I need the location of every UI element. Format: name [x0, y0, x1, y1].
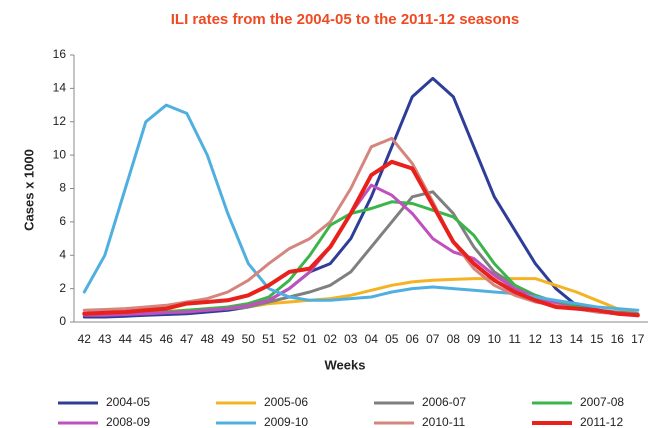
x-tick-label: 51	[262, 332, 276, 346]
x-tick-label: 48	[201, 332, 215, 346]
y-tick-label: 0	[59, 314, 66, 328]
series-line	[82, 103, 640, 312]
y-tick-label: 8	[59, 181, 66, 195]
x-tick-label: 02	[324, 332, 338, 346]
legend-label: 2004-05	[106, 395, 150, 409]
legend-label: 2008-09	[106, 415, 150, 428]
legend-label: 2009-10	[264, 415, 308, 428]
x-tick-label: 49	[221, 332, 235, 346]
x-tick-label: 15	[590, 332, 604, 346]
y-tick-label: 4	[59, 247, 66, 261]
y-tick-label: 10	[53, 147, 67, 161]
legend-label: 2011-12	[580, 415, 623, 428]
legend-label: 2005-06	[264, 395, 308, 409]
x-tick-label: 07	[426, 332, 440, 346]
chart-title: ILI rates from the 2004-05 to the 2011-1…	[171, 11, 520, 28]
x-tick-label: 14	[570, 332, 584, 346]
legend-label: 2007-08	[580, 395, 624, 409]
x-tick-label: 13	[549, 332, 563, 346]
x-tick-label: 50	[242, 332, 256, 346]
x-tick-label: 04	[365, 332, 379, 346]
legend-label: 2010-11	[422, 415, 465, 428]
x-tick-label: 47	[180, 332, 194, 346]
x-tick-label: 44	[119, 332, 133, 346]
x-tick-label: 12	[529, 332, 543, 346]
legend-label: 2006-07	[422, 395, 466, 409]
x-axis-title: Weeks	[325, 357, 366, 372]
y-axis-title: Cases x 1000	[21, 149, 36, 231]
x-tick-label: 46	[160, 332, 174, 346]
x-tick-label: 03	[344, 332, 358, 346]
x-tick-label: 45	[139, 332, 153, 346]
x-tick-label: 52	[283, 332, 297, 346]
y-tick-label: 16	[53, 47, 67, 61]
x-tick-label: 06	[406, 332, 420, 346]
series-line	[82, 76, 640, 319]
y-tick-label: 14	[53, 81, 67, 95]
series-line	[82, 183, 640, 317]
y-tick-label: 2	[59, 281, 66, 295]
series-line	[82, 159, 640, 318]
x-tick-label: 42	[78, 332, 92, 346]
x-tick-label: 43	[98, 332, 112, 346]
x-tick-label: 08	[447, 332, 461, 346]
x-tick-label: 05	[385, 332, 399, 346]
x-tick-label: 17	[631, 332, 645, 346]
x-tick-label: 09	[467, 332, 481, 346]
x-tick-label: 16	[611, 332, 625, 346]
y-tick-label: 6	[59, 214, 66, 228]
x-tick-label: 11	[509, 332, 522, 346]
x-tick-label: 01	[303, 332, 317, 346]
x-tick-label: 10	[488, 332, 502, 346]
y-tick-label: 12	[53, 114, 67, 128]
